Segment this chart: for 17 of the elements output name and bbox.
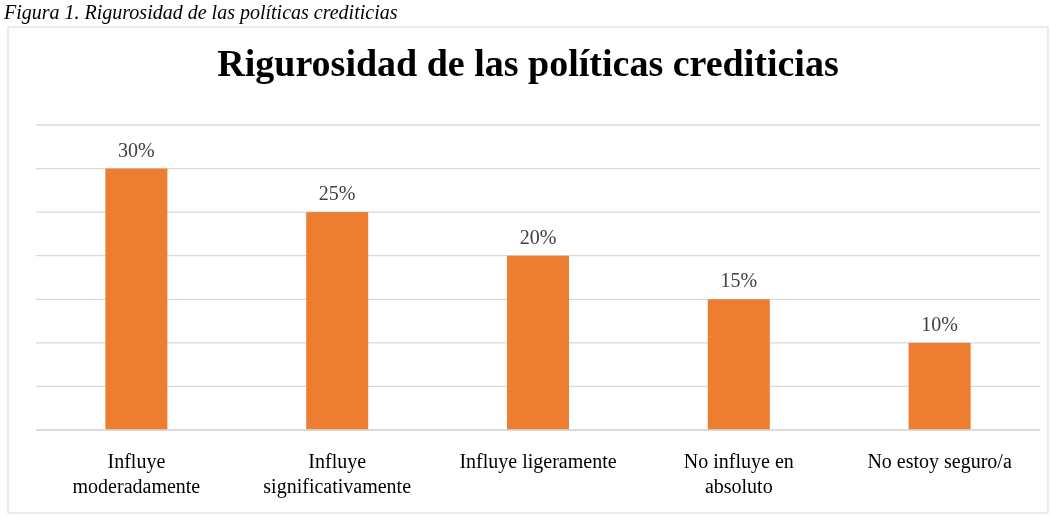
data-label: 15%	[720, 269, 758, 292]
x-tick-label: No influye en absoluto	[683, 450, 794, 497]
x-tick-label: Influye moderadamente	[72, 450, 201, 497]
x-tick-label: No estoy seguro/a	[867, 450, 1012, 473]
x-tick-label: Influye significativamente	[263, 450, 412, 498]
chart-title: Rigurosidad de las políticas crediticias	[217, 42, 839, 84]
data-label: 30%	[118, 138, 155, 161]
bar	[306, 212, 369, 430]
bar	[105, 168, 168, 430]
data-label: 10%	[921, 312, 958, 335]
bar	[908, 342, 971, 430]
data-label: 20%	[519, 225, 557, 248]
bar	[507, 255, 569, 430]
text: Figura 1. Rigurosidad de las políticas crediticias	[3, 1, 398, 24]
bar	[707, 299, 770, 430]
x-tick-label: Influye ligeramente	[459, 450, 617, 473]
data-label: 25%	[318, 182, 356, 205]
